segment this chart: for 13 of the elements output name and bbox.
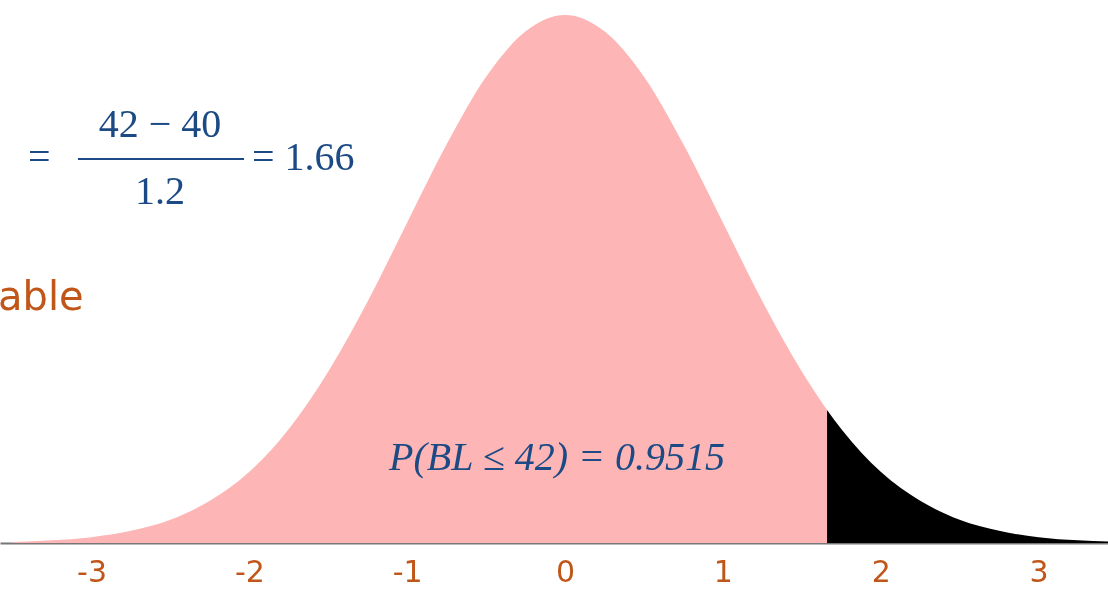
annotation: 42 − 40 xyxy=(98,101,222,146)
x-tick-label: -1 xyxy=(392,553,423,589)
annotation: = 1.66 xyxy=(252,134,355,179)
x-tick-label: 2 xyxy=(871,553,891,589)
annotation: = xyxy=(28,134,51,179)
x-tick-label: 0 xyxy=(556,553,576,589)
annotation: P(BL ≤ 42) = 0.9515 xyxy=(388,434,725,479)
annotation: able xyxy=(0,273,84,319)
x-tick-label: -3 xyxy=(77,553,108,589)
x-tick-label: -2 xyxy=(234,553,265,589)
x-tick-label: 1 xyxy=(713,553,733,589)
annotation: 1.2 xyxy=(135,168,185,213)
x-tick-label: 3 xyxy=(1029,553,1049,589)
